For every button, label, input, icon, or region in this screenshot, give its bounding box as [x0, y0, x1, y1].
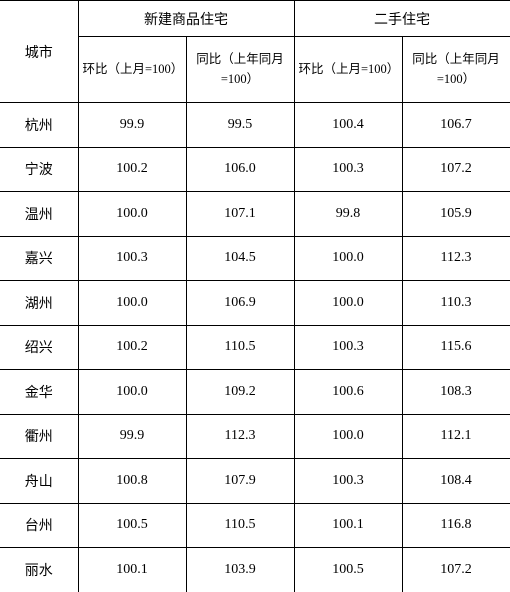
data-cell: 108.4	[402, 459, 510, 504]
data-cell: 100.3	[294, 459, 402, 504]
data-cell: 100.2	[78, 325, 186, 370]
table-body: 杭州99.999.5100.4106.7宁波100.2106.0100.3107…	[0, 103, 510, 592]
data-cell: 112.3	[186, 414, 294, 459]
data-cell: 107.9	[186, 459, 294, 504]
table-header: 城市 新建商品住宅 二手住宅 环比（上月=100） 同比（上年同月=100） 环…	[0, 1, 510, 103]
data-cell: 100.5	[78, 503, 186, 548]
data-cell: 100.6	[294, 370, 402, 415]
data-cell: 100.8	[78, 459, 186, 504]
data-cell: 110.5	[186, 503, 294, 548]
data-cell: 100.3	[78, 236, 186, 281]
data-cell: 100.3	[294, 147, 402, 192]
housing-price-table: 城市 新建商品住宅 二手住宅 环比（上月=100） 同比（上年同月=100） 环…	[0, 0, 510, 592]
data-cell: 107.1	[186, 192, 294, 237]
data-cell: 100.0	[78, 281, 186, 326]
city-cell: 衢州	[0, 414, 78, 459]
data-cell: 99.5	[186, 103, 294, 148]
data-cell: 100.0	[78, 370, 186, 415]
data-cell: 106.0	[186, 147, 294, 192]
city-cell: 舟山	[0, 459, 78, 504]
data-cell: 115.6	[402, 325, 510, 370]
table-row: 衢州99.9112.3100.0112.1	[0, 414, 510, 459]
data-cell: 100.1	[294, 503, 402, 548]
city-cell: 宁波	[0, 147, 78, 192]
data-cell: 100.0	[78, 192, 186, 237]
data-cell: 107.2	[402, 147, 510, 192]
data-cell: 99.9	[78, 103, 186, 148]
data-cell: 106.7	[402, 103, 510, 148]
data-cell: 108.3	[402, 370, 510, 415]
data-cell: 110.5	[186, 325, 294, 370]
table-row: 嘉兴100.3104.5100.0112.3	[0, 236, 510, 281]
header-sub-used-yoy: 同比（上年同月=100）	[402, 37, 510, 103]
table-row: 丽水100.1103.9100.5107.2	[0, 548, 510, 592]
header-group-new: 新建商品住宅	[78, 1, 294, 37]
table-row: 宁波100.2106.0100.3107.2	[0, 147, 510, 192]
city-cell: 温州	[0, 192, 78, 237]
city-cell: 金华	[0, 370, 78, 415]
data-cell: 106.9	[186, 281, 294, 326]
data-cell: 99.8	[294, 192, 402, 237]
table-row: 湖州100.0106.9100.0110.3	[0, 281, 510, 326]
data-cell: 100.0	[294, 414, 402, 459]
data-cell: 110.3	[402, 281, 510, 326]
city-cell: 绍兴	[0, 325, 78, 370]
data-cell: 100.5	[294, 548, 402, 592]
data-cell: 105.9	[402, 192, 510, 237]
header-city: 城市	[0, 1, 78, 103]
city-cell: 杭州	[0, 103, 78, 148]
data-cell: 107.2	[402, 548, 510, 592]
table-row: 舟山100.8107.9100.3108.4	[0, 459, 510, 504]
data-cell: 100.3	[294, 325, 402, 370]
table-row: 温州100.0107.199.8105.9	[0, 192, 510, 237]
city-cell: 台州	[0, 503, 78, 548]
data-cell: 99.9	[78, 414, 186, 459]
data-cell: 112.3	[402, 236, 510, 281]
data-cell: 112.1	[402, 414, 510, 459]
city-cell: 湖州	[0, 281, 78, 326]
header-sub-used-mom: 环比（上月=100）	[294, 37, 402, 103]
data-cell: 100.2	[78, 147, 186, 192]
header-group-used: 二手住宅	[294, 1, 510, 37]
data-cell: 103.9	[186, 548, 294, 592]
city-cell: 嘉兴	[0, 236, 78, 281]
data-cell: 100.0	[294, 236, 402, 281]
data-cell: 104.5	[186, 236, 294, 281]
header-sub-new-mom: 环比（上月=100）	[78, 37, 186, 103]
city-cell: 丽水	[0, 548, 78, 592]
table-row: 绍兴100.2110.5100.3115.6	[0, 325, 510, 370]
table-row: 杭州99.999.5100.4106.7	[0, 103, 510, 148]
table-row: 金华100.0109.2100.6108.3	[0, 370, 510, 415]
data-cell: 100.4	[294, 103, 402, 148]
data-cell: 100.0	[294, 281, 402, 326]
table-row: 台州100.5110.5100.1116.8	[0, 503, 510, 548]
data-cell: 109.2	[186, 370, 294, 415]
data-cell: 100.1	[78, 548, 186, 592]
data-cell: 116.8	[402, 503, 510, 548]
header-sub-new-yoy: 同比（上年同月=100）	[186, 37, 294, 103]
